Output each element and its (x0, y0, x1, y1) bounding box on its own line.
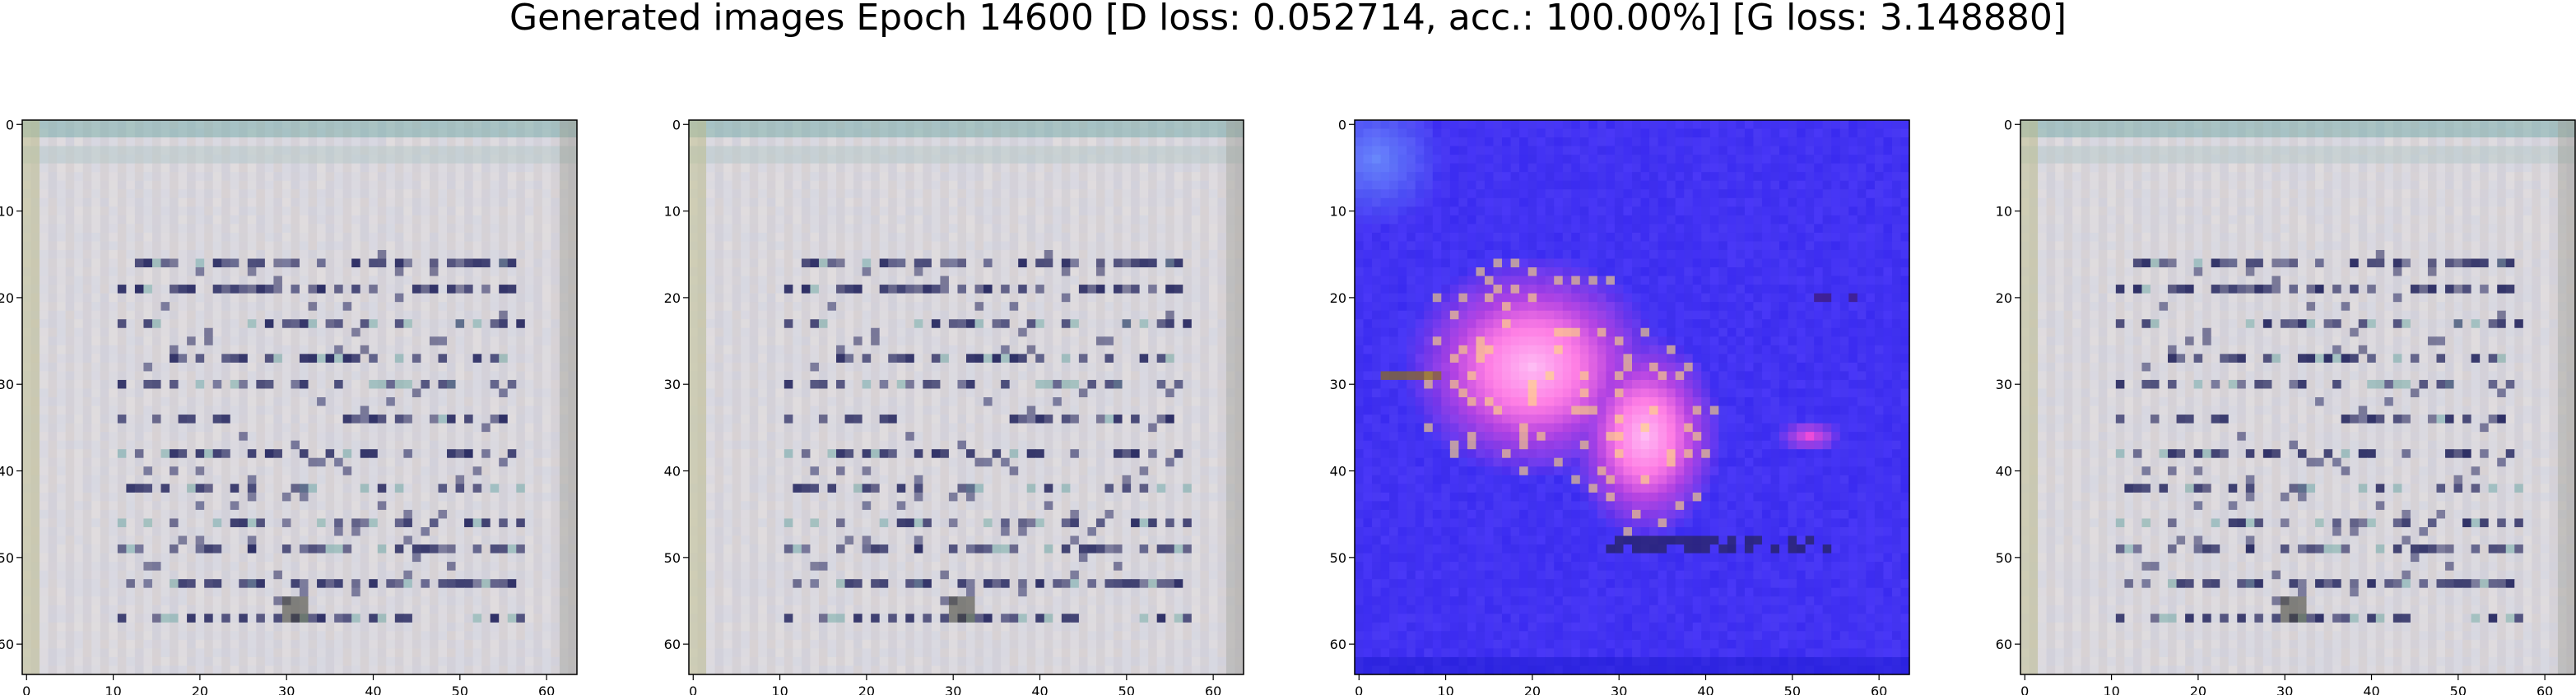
y-tick-label: 10 (664, 204, 681, 220)
y-tick-label: 50 (0, 550, 14, 566)
y-tick-label: 60 (1996, 637, 2012, 652)
y-tick-label: 40 (1996, 464, 2012, 480)
x-tick-label: 50 (1784, 683, 1801, 695)
x-tick-label: 40 (365, 683, 381, 695)
x-tick-label: 50 (1118, 683, 1135, 695)
y-tick-label: 20 (0, 290, 14, 306)
axes-frame (1354, 119, 1910, 675)
y-tick-label: 30 (0, 377, 14, 392)
image-panel: 0 0 10 10 20 20 30 30 40 40 50 50 60 60 (1330, 117, 1910, 695)
y-tick-label: 40 (0, 464, 14, 480)
y-tick-label: 40 (1330, 464, 1346, 480)
y-tick-label: 20 (664, 290, 681, 306)
y-tick-label: 10 (1996, 204, 2012, 220)
x-tick-label: 50 (452, 683, 468, 695)
x-tick-label: 10 (771, 683, 788, 695)
x-tick-label: 20 (1524, 683, 1541, 695)
y-tick-label: 50 (664, 550, 681, 566)
x-tick-label: 10 (2103, 683, 2119, 695)
y-tick-label: 60 (1330, 637, 1346, 652)
x-tick-label: 40 (2363, 683, 2379, 695)
x-tick-label: 30 (2276, 683, 2293, 695)
generated-image (689, 120, 1244, 675)
y-tick-label: 10 (1330, 204, 1346, 220)
y-tick-label: 50 (1330, 550, 1346, 566)
x-tick-label: 10 (105, 683, 121, 695)
x-tick-label: 40 (1697, 683, 1713, 695)
x-tick-label: 60 (1205, 683, 1221, 695)
x-tick-label: 10 (1437, 683, 1453, 695)
x-tick-label: 60 (1871, 683, 1887, 695)
y-tick-label: 50 (1996, 550, 2012, 566)
axes-frame (21, 119, 578, 675)
x-tick-label: 30 (278, 683, 295, 695)
y-tick-label: 10 (0, 204, 14, 220)
x-tick-label: 0 (22, 683, 30, 695)
y-tick-label: 0 (6, 117, 14, 132)
generated-image (1355, 120, 1910, 675)
y-tick-label: 20 (1996, 290, 2012, 306)
x-tick-label: 60 (538, 683, 555, 695)
image-panel: 0 0 10 10 20 20 30 30 40 40 50 50 60 60 (0, 117, 578, 695)
y-tick-label: 0 (1338, 117, 1346, 132)
y-tick-label: 0 (2004, 117, 2012, 132)
x-tick-label: 20 (858, 683, 875, 695)
y-tick-label: 30 (1996, 377, 2012, 392)
generated-image (22, 120, 578, 675)
image-panel: 0 0 10 10 20 20 30 30 40 40 50 50 60 60 (664, 117, 1244, 695)
y-tick-label: 20 (1330, 290, 1346, 306)
x-tick-label: 40 (1031, 683, 1048, 695)
axes-frame (688, 119, 1244, 675)
axes-frame (2020, 119, 2576, 675)
x-tick-label: 60 (2536, 683, 2553, 695)
x-tick-label: 50 (2450, 683, 2467, 695)
x-tick-label: 0 (1355, 683, 1363, 695)
x-tick-label: 0 (689, 683, 697, 695)
y-tick-label: 40 (664, 464, 681, 480)
y-tick-label: 0 (672, 117, 681, 132)
y-tick-label: 60 (664, 637, 681, 652)
x-tick-label: 30 (945, 683, 961, 695)
image-panel: 0 0 10 10 20 20 30 30 40 40 50 50 60 60 (1996, 117, 2576, 695)
x-tick-label: 20 (2190, 683, 2206, 695)
generated-image (2020, 120, 2576, 675)
y-tick-label: 30 (664, 377, 681, 392)
x-tick-label: 0 (2020, 683, 2029, 695)
y-tick-label: 60 (0, 637, 14, 652)
x-tick-label: 20 (192, 683, 208, 695)
y-tick-label: 30 (1330, 377, 1346, 392)
x-tick-label: 30 (1611, 683, 1627, 695)
figure-title: Generated images Epoch 14600 [D loss: 0.… (509, 0, 2067, 39)
